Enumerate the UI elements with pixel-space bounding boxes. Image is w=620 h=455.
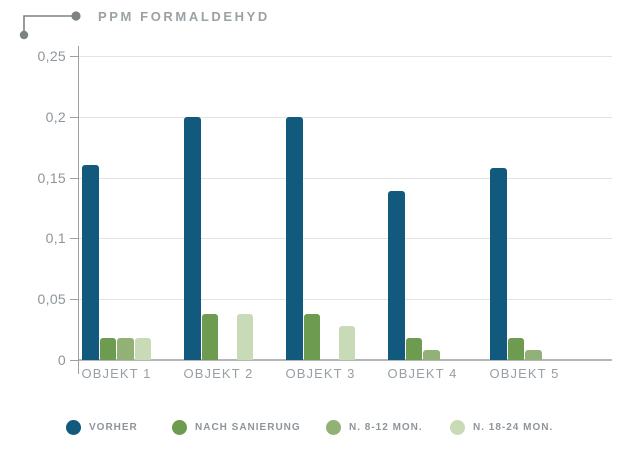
legend-label: NACH SANIERUNG [195,421,301,433]
connector-line-icon [19,11,81,40]
chart-title: PPM FORMALDEHYD [98,9,270,24]
bar-n-18-24-mon-objekt-2 [236,313,253,360]
bar-nach-sanierung-objekt-4 [405,338,422,360]
chart-legend: VORHER NACH SANIERUNG N. 8-12 MON. N. 18-24… [0,412,620,442]
gridline [78,238,612,239]
bar-vorher-objekt-3 [286,116,303,360]
gridline [78,178,612,179]
legend-label: N. 18-24 MON. [473,421,554,433]
bar-n-18-24-mon-objekt-1 [134,338,151,360]
y-axis-label: 0,15 [37,170,66,186]
bar-nach-sanierung-objekt-1 [99,338,116,360]
legend-swatch-nach-sanierung [172,419,187,435]
legend-item-n-8-12-mon: N. 8-12 MON. [326,416,423,438]
y-axis-label: 0,25 [37,48,66,64]
legend-swatch-n-8-12-mon [326,419,341,435]
legend-item-vorher: VORHER [66,416,138,438]
y-axis-tick [70,56,78,57]
chart-header: PPM FORMALDEHYD [0,0,620,44]
y-axis-tick [70,360,78,361]
y-axis-tick [70,117,78,118]
bar-vorher-objekt-2 [184,116,201,360]
y-axis-label: 0,2 [45,109,66,125]
bar-n-8-12-mon-objekt-1 [117,338,134,360]
y-axis-label: 0,05 [37,291,66,307]
legend-swatch-vorher [66,419,81,435]
y-axis-tick [70,178,78,179]
y-axis-tick [70,238,78,239]
legend-swatch-n-18-24-mon [450,419,465,435]
bar-n-8-12-mon-objekt-4 [423,350,440,360]
x-axis-baseline [78,359,612,361]
legend-item-n-18-24-mon: N. 18-24 MON. [450,416,553,438]
bar-nach-sanierung-objekt-3 [303,313,320,360]
legend-label: VORHER [89,421,138,433]
gridline [78,299,612,300]
legend-label: N. 8-12 MON. [349,421,423,433]
y-axis-label: 0 [57,352,66,368]
gridline [78,117,612,118]
bar-n-8-12-mon-objekt-5 [525,350,542,360]
gridline [78,56,612,57]
legend-item-nach-sanierung: NACH SANIERUNG [172,416,301,438]
bar-vorher-objekt-5 [490,167,507,360]
bar-nach-sanierung-objekt-2 [201,313,218,360]
y-axis-line [78,46,79,374]
x-axis-label-objekt-3: OBJEKT 3 [285,366,356,381]
x-axis-label-objekt-1: OBJEKT 1 [81,366,152,381]
y-axis-label: 0,1 [45,230,66,246]
x-axis-label-objekt-4: OBJEKT 4 [387,366,458,381]
bar-vorher-objekt-1 [82,165,99,360]
x-axis-label-objekt-2: OBJEKT 2 [183,366,254,381]
bar-n-18-24-mon-objekt-3 [338,326,355,360]
y-axis-tick [70,299,78,300]
bar-vorher-objekt-4 [388,191,405,360]
bar-nach-sanierung-objekt-5 [507,338,524,360]
x-axis-label-objekt-5: OBJEKT 5 [489,366,560,381]
